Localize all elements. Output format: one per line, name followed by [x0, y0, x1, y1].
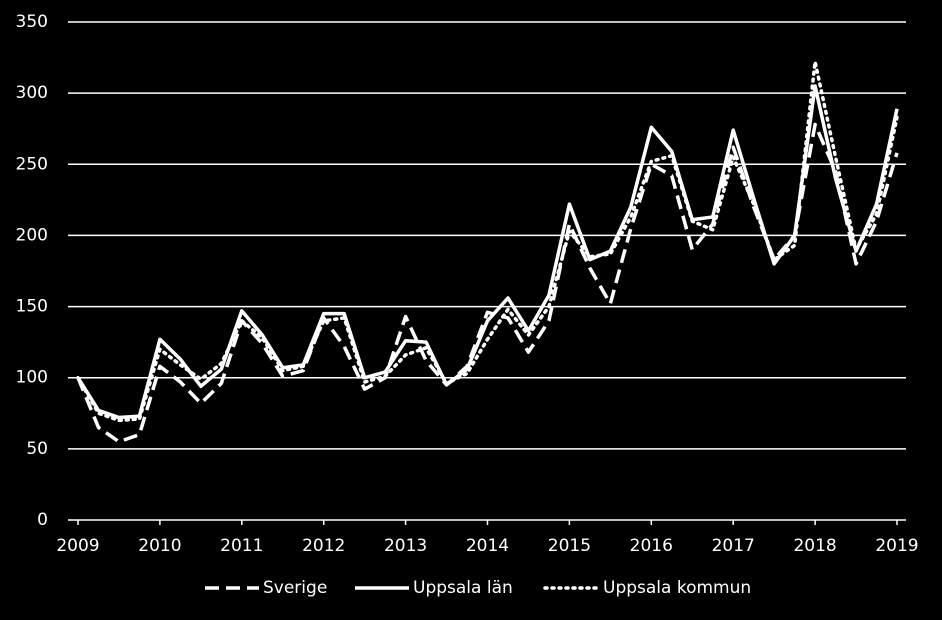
x-tick-label: 2010	[138, 536, 181, 556]
x-tick-label: 2018	[793, 536, 836, 556]
x-tick-label: 2019	[875, 536, 918, 556]
y-tick-label: 350	[16, 12, 48, 32]
x-tick-label: 2012	[302, 536, 345, 556]
x-tick-label: 2015	[548, 536, 591, 556]
x-tick-label: 2009	[56, 536, 99, 556]
legend-label: Uppsala län	[413, 578, 513, 598]
legend-label: Sverige	[263, 578, 327, 598]
legend-label: Uppsala kommun	[603, 578, 751, 598]
y-tick-label: 300	[16, 83, 48, 103]
y-tick-label: 150	[16, 297, 48, 317]
y-tick-label: 0	[37, 510, 48, 530]
y-tick-label: 200	[16, 225, 48, 245]
x-tick-label: 2016	[630, 536, 673, 556]
x-tick-label: 2013	[384, 536, 427, 556]
series-line	[76, 60, 899, 423]
x-tick-label: 2017	[712, 536, 755, 556]
x-tick-label: 2011	[220, 536, 263, 556]
y-tick-label: 100	[16, 368, 48, 388]
y-tick-label: 50	[26, 439, 48, 459]
y-tick-label: 250	[16, 154, 48, 174]
series-line	[76, 122, 899, 444]
x-tick-label: 2014	[466, 536, 509, 556]
